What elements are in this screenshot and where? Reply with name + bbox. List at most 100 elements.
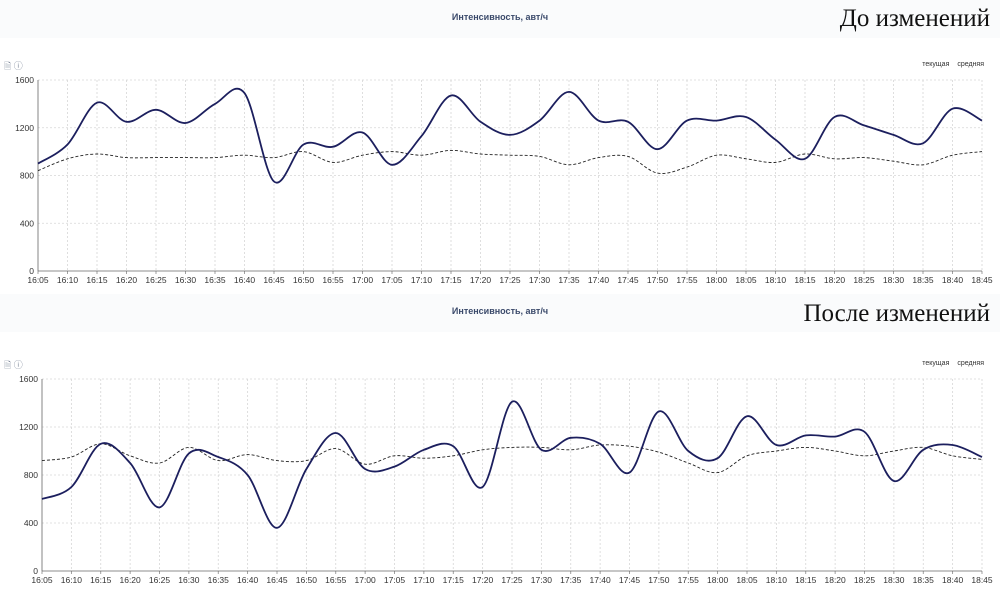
x-tick-label: 18:25 (854, 575, 876, 585)
x-tick-label: 18:00 (706, 275, 728, 285)
x-tick-label: 18:15 (794, 275, 816, 285)
caption-after: После изменений (803, 300, 990, 327)
x-tick-label: 16:20 (116, 275, 138, 285)
x-tick-label: 16:50 (296, 575, 318, 585)
x-tick-label: 17:20 (472, 575, 494, 585)
x-tick-label: 17:50 (647, 275, 669, 285)
legend-item-average[interactable]: средняя (957, 360, 984, 367)
x-tick-label: 16:35 (208, 575, 230, 585)
chart-title: Интенсивность, авт/ч (451, 12, 549, 22)
line-chart-before: 16:05 16:10 16:15 16:20 16:25 16:30 16:35 16:40… (15, 75, 993, 285)
x-tick-label: 17:10 (411, 275, 433, 285)
chart-tools: 🗎 ⓘ (4, 358, 23, 374)
x-tick-label: 16:20 (119, 575, 141, 585)
x-tick-label: 17:15 (440, 275, 462, 285)
x-tick-label: 17:15 (443, 575, 465, 585)
x-tick-label: 17:35 (558, 275, 580, 285)
x-tick-label: 16:50 (293, 275, 315, 285)
x-tick-label: 16:05 (31, 575, 53, 585)
legend: текущая средняя (916, 360, 984, 367)
x-tick-label: 16:40 (237, 575, 259, 585)
x-tick-label: 18:45 (971, 575, 993, 585)
x-tick-label: 18:40 (942, 575, 964, 585)
x-tick-label: 17:25 (499, 275, 521, 285)
x-tick-label: 18:10 (766, 575, 788, 585)
legend-item-current[interactable]: текущая (922, 61, 950, 68)
x-tick-label: 18:05 (735, 275, 757, 285)
x-tick-label: 18:10 (765, 275, 787, 285)
x-tick-label: 17:00 (352, 275, 374, 285)
chart-header (0, 0, 1000, 38)
y-tick-label: 800 (24, 470, 38, 480)
x-tick-label: 17:05 (381, 275, 403, 285)
y-tick-label: 400 (20, 218, 34, 228)
x-tick-label: 18:20 (824, 275, 846, 285)
x-tick-label: 18:20 (824, 575, 846, 585)
legend: текущая средняя (916, 61, 984, 68)
x-tick-label: 18:00 (707, 575, 729, 585)
x-tick-label: 18:25 (853, 275, 875, 285)
export-icon[interactable]: 🗎 (4, 360, 12, 370)
legend-item-average[interactable]: средняя (957, 61, 984, 68)
x-tick-label: 16:40 (234, 275, 256, 285)
x-tick-label: 16:10 (61, 575, 83, 585)
chart-tools: 🗎 ⓘ (4, 59, 23, 75)
series-line-current (41, 400, 983, 529)
y-tick-label: 800 (20, 171, 34, 181)
y-tick-label: 0 (29, 266, 34, 276)
export-icon[interactable]: 🗎 (4, 61, 12, 71)
caption-before: До изменений (839, 5, 990, 32)
y-tick-label: 1200 (19, 422, 38, 432)
x-tick-label: 16:05 (27, 275, 49, 285)
x-tick-label: 16:45 (263, 275, 285, 285)
x-tick-label: 17:00 (354, 575, 376, 585)
x-tick-label: 16:35 (204, 275, 226, 285)
line-chart-after: 16:05 16:10 16:15 16:20 16:25 16:30 16:35 16:40… (19, 374, 993, 585)
x-tick-label: 16:15 (90, 575, 112, 585)
x-tick-label: 17:20 (470, 275, 492, 285)
x-tick-label: 18:35 (913, 575, 935, 585)
x-tick-label: 18:40 (942, 275, 964, 285)
legend-item-current[interactable]: текущая (922, 360, 950, 367)
x-tick-label: 17:50 (648, 575, 670, 585)
x-tick-label: 16:55 (322, 275, 344, 285)
x-tick-label: 17:30 (529, 275, 551, 285)
x-tick-label: 18:15 (795, 575, 817, 585)
x-tick-label: 18:35 (912, 275, 934, 285)
info-icon[interactable]: ⓘ (13, 360, 23, 370)
x-tick-label: 16:30 (175, 275, 197, 285)
x-tick-label: 17:55 (678, 575, 700, 585)
info-icon[interactable]: ⓘ (13, 61, 23, 71)
x-tick-label: 18:45 (971, 275, 993, 285)
x-tick-label: 17:45 (619, 575, 641, 585)
y-tick-label: 400 (24, 518, 38, 528)
x-tick-label: 16:45 (266, 575, 288, 585)
chart-panel-before: Интенсивность, авт/ч До изменений 🗎 ⓘ те… (0, 0, 1000, 294)
x-tick-label: 17:55 (676, 275, 698, 285)
x-tick-label: 16:55 (325, 575, 347, 585)
x-tick-label: 18:30 (883, 575, 905, 585)
chart-title: Интенсивность, авт/ч (451, 306, 549, 316)
x-tick-label: 16:30 (178, 575, 200, 585)
x-tick-label: 17:30 (531, 575, 553, 585)
x-tick-label: 17:45 (617, 275, 639, 285)
x-tick-label: 16:15 (86, 275, 108, 285)
chart-panel-after: Интенсивность, авт/ч После изменений 🗎 ⓘ… (0, 294, 1000, 590)
y-tick-label: 1600 (19, 374, 38, 384)
chart-header (0, 294, 1000, 332)
x-tick-label: 16:25 (145, 275, 167, 285)
x-tick-label: 17:10 (413, 575, 435, 585)
x-tick-label: 18:30 (883, 275, 905, 285)
x-tick-label: 18:05 (736, 575, 758, 585)
x-tick-label: 16:25 (149, 575, 171, 585)
x-tick-label: 17:40 (588, 275, 610, 285)
x-tick-label: 16:10 (57, 275, 79, 285)
x-tick-label: 17:35 (560, 575, 582, 585)
x-tick-label: 17:05 (384, 575, 406, 585)
y-tick-label: 1600 (15, 75, 34, 85)
y-tick-label: 1200 (15, 123, 34, 133)
x-tick-label: 17:40 (589, 575, 611, 585)
series-line-current (37, 87, 983, 184)
y-tick-label: 0 (33, 566, 38, 576)
series-line-average (37, 149, 983, 174)
